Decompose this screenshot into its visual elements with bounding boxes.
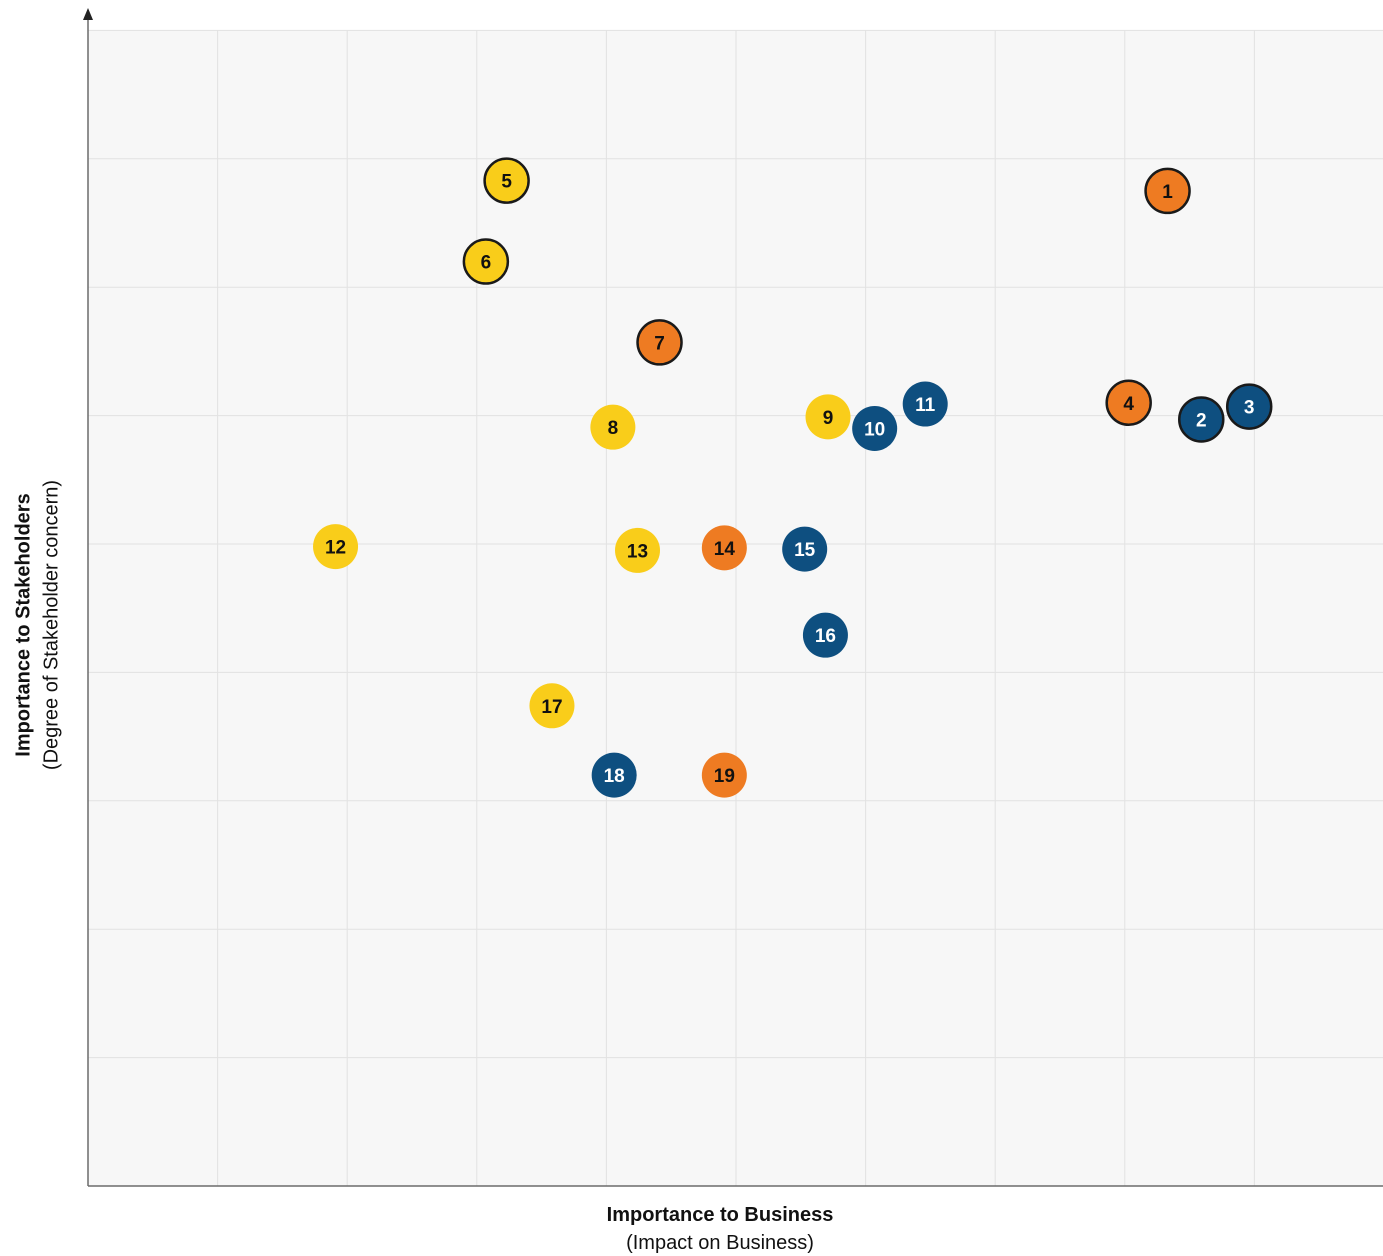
data-point-5: 5 — [483, 157, 530, 204]
point-label: 1 — [1162, 182, 1173, 203]
data-point-18: 18 — [591, 752, 637, 798]
point-marker — [636, 319, 683, 366]
point-marker — [591, 752, 637, 798]
point-marker — [802, 612, 848, 658]
point-marker — [852, 405, 898, 451]
data-point-6: 6 — [462, 238, 510, 285]
point-label: 10 — [864, 419, 885, 440]
point-marker — [313, 524, 359, 570]
point-label: 6 — [481, 253, 492, 274]
point-marker — [529, 683, 575, 729]
point-label: 17 — [541, 697, 562, 718]
point-label: 12 — [325, 538, 346, 559]
point-marker — [805, 394, 851, 440]
point-marker — [483, 157, 530, 204]
point-label: 13 — [627, 541, 648, 562]
data-point-1: 1 — [1144, 167, 1191, 215]
point-marker — [1144, 167, 1191, 215]
point-label: 16 — [815, 626, 836, 647]
point-marker — [590, 404, 636, 450]
data-point-16: 16 — [802, 612, 848, 658]
point-marker — [1178, 396, 1225, 443]
point-label: 5 — [501, 172, 512, 193]
point-label: 14 — [714, 539, 736, 560]
point-label: 8 — [608, 418, 619, 439]
point-label: 4 — [1123, 394, 1134, 415]
data-point-12: 12 — [313, 524, 359, 570]
data-point-3: 3 — [1225, 383, 1273, 430]
point-marker — [701, 752, 747, 798]
point-marker — [1225, 383, 1273, 430]
point-label: 19 — [714, 766, 735, 787]
point-marker — [701, 525, 747, 571]
y-axis-arrow-icon — [83, 8, 93, 20]
data-point-9: 9 — [805, 394, 851, 440]
data-point-11: 11 — [902, 381, 948, 427]
data-point-10: 10 — [852, 405, 898, 451]
data-point-15: 15 — [782, 526, 828, 572]
data-point-8: 8 — [590, 404, 636, 450]
data-point-17: 17 — [529, 683, 575, 729]
point-marker — [1105, 379, 1152, 427]
x-axis-subtitle: (Impact on Business) — [626, 1232, 814, 1254]
y-axis-subtitle: (Degree of Stakeholder concern) — [40, 479, 63, 771]
point-label: 15 — [794, 540, 816, 561]
data-point-13: 13 — [615, 527, 661, 573]
data-point-19: 19 — [701, 752, 747, 798]
point-label: 2 — [1196, 410, 1207, 431]
data-point-7: 7 — [636, 319, 683, 366]
point-label: 9 — [823, 408, 834, 429]
point-marker — [782, 526, 828, 572]
data-point-2: 2 — [1178, 396, 1225, 443]
point-label: 7 — [654, 333, 665, 354]
point-marker — [462, 238, 510, 285]
point-marker — [615, 527, 661, 573]
data-point-4: 4 — [1105, 379, 1152, 427]
point-label: 3 — [1244, 398, 1255, 419]
point-label: 11 — [915, 395, 936, 416]
x-axis-title: Importance to Business — [606, 1204, 834, 1226]
point-label: 18 — [604, 766, 625, 787]
point-marker — [902, 381, 948, 427]
data-point-14: 14 — [701, 525, 747, 571]
y-axis-title: Importance to Stakeholders — [12, 493, 35, 757]
